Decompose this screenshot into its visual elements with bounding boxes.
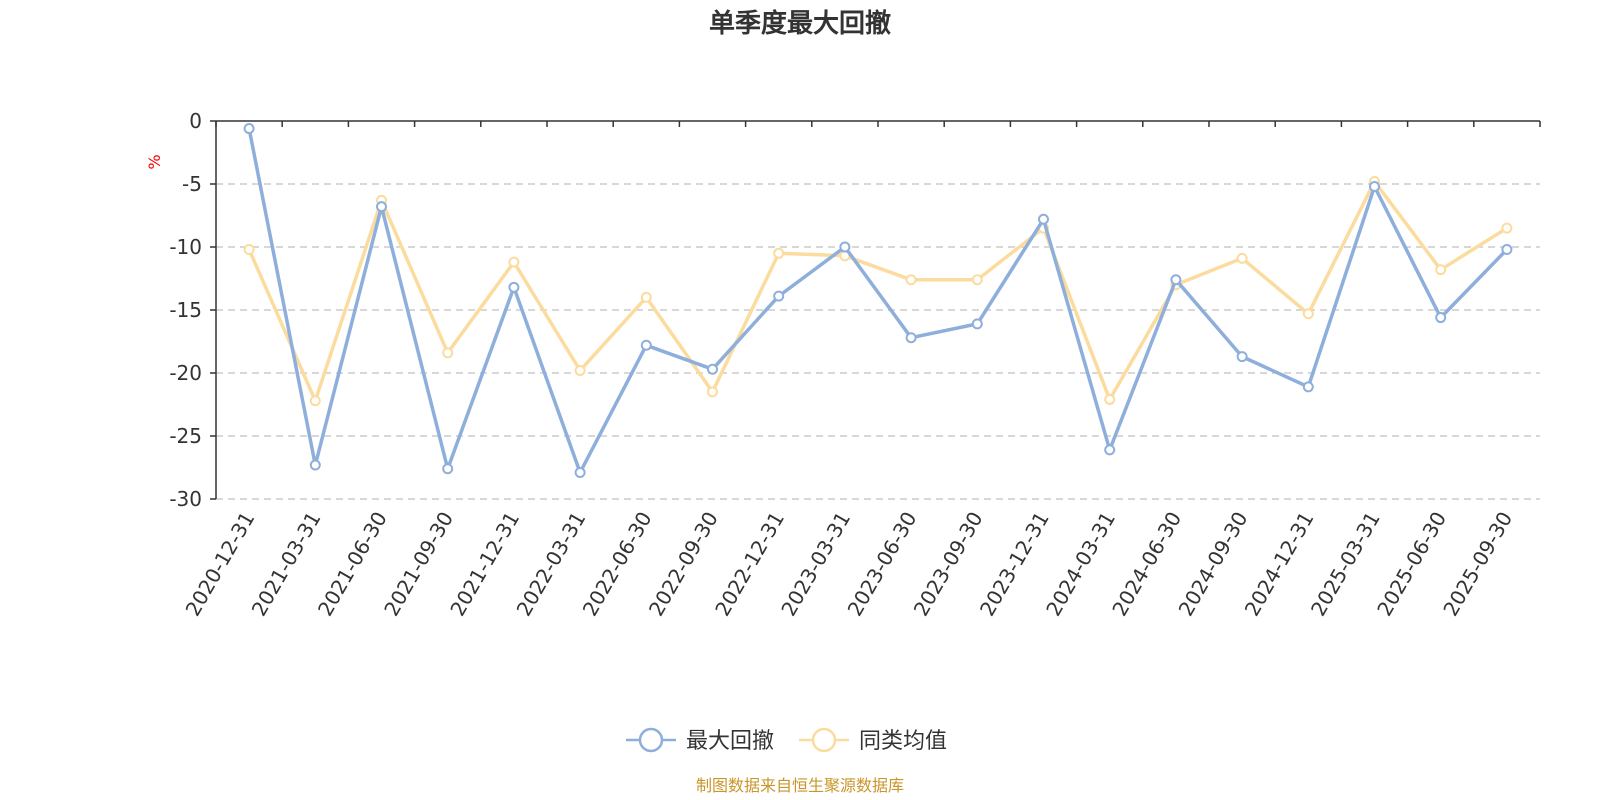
data-point bbox=[1302, 381, 1314, 393]
data-point bbox=[839, 241, 851, 253]
legend-marker-icon bbox=[638, 727, 664, 753]
legend-label: 同类均值 bbox=[859, 729, 947, 754]
x-tick-label: 2021-03-31 bbox=[247, 508, 326, 621]
x-tick-label: 2022-06-30 bbox=[578, 508, 657, 621]
x-tick-label: 2025-06-30 bbox=[1372, 508, 1451, 621]
data-point bbox=[1501, 244, 1513, 256]
x-tick-label: 2021-09-30 bbox=[379, 508, 458, 621]
data-point bbox=[1236, 351, 1248, 363]
data-point bbox=[508, 281, 520, 293]
data-point bbox=[442, 347, 454, 359]
source-note: 制图数据来自恒生聚源数据库 bbox=[696, 776, 904, 795]
data-point bbox=[442, 463, 454, 475]
x-tick-label: 2021-12-31 bbox=[445, 508, 524, 621]
data-point bbox=[1236, 252, 1248, 264]
axes bbox=[210, 120, 1541, 500]
x-tick-label: 2025-09-30 bbox=[1438, 508, 1517, 621]
legend-marker-icon bbox=[811, 727, 837, 753]
legend-item-1[interactable]: 同类均值 bbox=[799, 727, 947, 754]
data-point bbox=[773, 290, 785, 302]
data-point bbox=[905, 274, 917, 286]
x-tick-label: 2024-03-31 bbox=[1041, 508, 1120, 621]
x-tick-label: 2024-12-31 bbox=[1240, 508, 1319, 621]
x-tick-label: 2023-12-31 bbox=[975, 508, 1054, 621]
series-group bbox=[243, 123, 1513, 479]
y-tick-labels: 0 -5 -10 -15 -20 -25 -30 bbox=[169, 109, 202, 511]
x-tick-label: 2023-03-31 bbox=[776, 508, 855, 621]
x-tick-label: 2024-09-30 bbox=[1174, 508, 1253, 621]
legend[interactable]: 最大回撤 同类均值 bbox=[626, 727, 947, 754]
x-tick-label: 2023-09-30 bbox=[909, 508, 988, 621]
legend-item-0[interactable]: 最大回撤 bbox=[626, 727, 774, 754]
data-point bbox=[1369, 181, 1380, 193]
y-tick-label: -15 bbox=[169, 298, 202, 322]
data-point bbox=[640, 291, 652, 303]
data-point bbox=[1501, 222, 1513, 234]
x-tick-label: 2022-03-31 bbox=[512, 508, 591, 621]
y-tick-label: -10 bbox=[169, 235, 202, 259]
x-tick-label: 2025-03-31 bbox=[1306, 508, 1385, 621]
y-tick-label: -20 bbox=[169, 361, 202, 385]
series-line-1 bbox=[247, 179, 1508, 403]
x-tick-label: 2022-12-31 bbox=[710, 508, 789, 621]
data-point bbox=[707, 386, 718, 398]
x-tick-label: 2023-06-30 bbox=[843, 508, 922, 621]
y-tick-label: 0 bbox=[189, 109, 202, 133]
grid-lines bbox=[216, 183, 1540, 500]
data-point bbox=[309, 395, 321, 407]
data-point bbox=[574, 467, 586, 479]
x-tick-label: 2021-06-30 bbox=[313, 508, 392, 621]
x-tick-labels: 2020-12-312021-03-312021-06-302021-09-30… bbox=[181, 508, 1518, 621]
data-point bbox=[1038, 213, 1049, 225]
x-tick-label: 2020-12-31 bbox=[181, 508, 260, 621]
data-point bbox=[1435, 264, 1447, 276]
data-point bbox=[508, 256, 520, 268]
data-point bbox=[1104, 393, 1116, 405]
data-point bbox=[1302, 308, 1314, 320]
data-point bbox=[574, 364, 586, 376]
series-line-0 bbox=[247, 128, 1509, 475]
y-tick-label: -30 bbox=[169, 487, 202, 511]
data-point bbox=[640, 339, 652, 351]
y-axis-unit: % bbox=[145, 154, 164, 169]
y-tick-label: -5 bbox=[182, 172, 202, 196]
data-point bbox=[707, 363, 718, 375]
data-point bbox=[905, 332, 917, 344]
y-tick-label: -25 bbox=[169, 424, 202, 448]
data-point bbox=[1170, 274, 1182, 286]
data-point bbox=[243, 244, 255, 256]
x-tick-label: 2024-06-30 bbox=[1107, 508, 1186, 621]
data-point bbox=[376, 201, 387, 213]
data-point bbox=[243, 123, 255, 135]
x-tick-label: 2022-09-30 bbox=[644, 508, 723, 621]
data-point bbox=[971, 274, 983, 286]
chart-title: 单季度最大回撤 bbox=[709, 8, 891, 39]
data-point bbox=[1435, 312, 1447, 324]
legend-label: 最大回撤 bbox=[686, 729, 774, 754]
data-point bbox=[971, 318, 983, 330]
data-point bbox=[773, 247, 785, 259]
data-point bbox=[309, 459, 321, 471]
data-point bbox=[1104, 444, 1116, 456]
